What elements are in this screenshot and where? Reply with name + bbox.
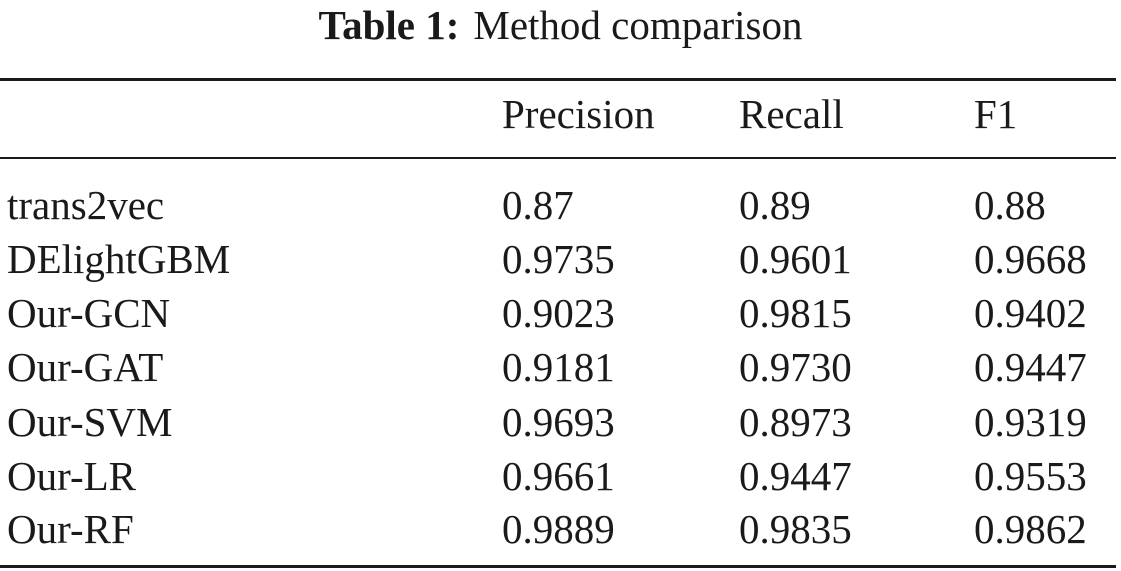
precision-cell: 0.9693 bbox=[502, 399, 615, 445]
recall-cell: 0.8973 bbox=[739, 399, 852, 445]
table-bottom-rule bbox=[0, 565, 1116, 568]
f1-cell: 0.88 bbox=[974, 182, 1046, 228]
recall-cell: 0.9835 bbox=[739, 506, 852, 552]
table-top-rule bbox=[0, 78, 1116, 81]
recall-cell: 0.9447 bbox=[739, 453, 852, 499]
precision-cell: 0.9735 bbox=[502, 236, 615, 282]
precision-cell: 0.9023 bbox=[502, 290, 615, 336]
recall-cell: 0.9730 bbox=[739, 344, 852, 390]
table-caption: Table 1: Method comparison bbox=[0, 0, 1121, 56]
precision-cell: 0.9661 bbox=[502, 453, 615, 499]
f1-cell: 0.9447 bbox=[974, 344, 1087, 390]
method-cell: trans2vec bbox=[7, 182, 165, 228]
method-cell: Our-GAT bbox=[7, 344, 164, 390]
table-caption-label: Table 1: bbox=[318, 2, 460, 48]
method-cell: Our-LR bbox=[7, 453, 136, 499]
table-header-rule bbox=[0, 157, 1116, 159]
recall-cell: 0.89 bbox=[739, 182, 811, 228]
precision-cell: 0.9181 bbox=[502, 344, 615, 390]
method-cell: Our-RF bbox=[7, 506, 134, 552]
header-cell-recall: Recall bbox=[739, 91, 844, 137]
f1-cell: 0.9553 bbox=[974, 453, 1087, 499]
recall-cell: 0.9815 bbox=[739, 290, 852, 336]
header-cell-f1: F1 bbox=[974, 91, 1018, 137]
precision-cell: 0.87 bbox=[502, 182, 574, 228]
f1-cell: 0.9319 bbox=[974, 399, 1087, 445]
f1-cell: 0.9668 bbox=[974, 236, 1087, 282]
recall-cell: 0.9601 bbox=[739, 236, 852, 282]
precision-cell: 0.9889 bbox=[502, 506, 615, 552]
table-caption-text: Method comparison bbox=[473, 2, 803, 48]
method-cell: Our-SVM bbox=[7, 399, 173, 445]
method-cell: DElightGBM bbox=[7, 236, 231, 282]
f1-cell: 0.9402 bbox=[974, 290, 1087, 336]
f1-cell: 0.9862 bbox=[974, 506, 1087, 552]
method-cell: Our-GCN bbox=[7, 290, 171, 336]
header-cell-precision: Precision bbox=[502, 91, 655, 137]
